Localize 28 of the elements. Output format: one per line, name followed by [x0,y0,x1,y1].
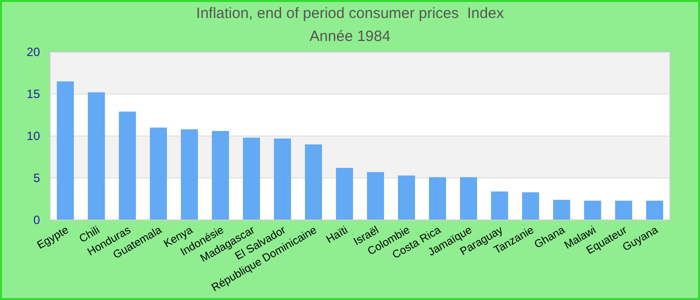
bar [646,200,664,220]
bar [118,112,136,220]
bar [366,172,384,220]
y-tick-label: 0 [33,213,40,228]
bar [88,92,105,220]
bar [242,138,260,220]
bar [553,200,570,220]
bar [304,144,322,220]
bar [180,129,198,220]
bar [398,175,416,220]
bar [615,200,632,220]
y-tick-label: 20 [26,45,40,60]
bar [460,177,478,220]
bar [491,191,508,220]
bar [336,168,354,220]
y-tick-label: 15 [26,87,40,102]
bar [212,130,229,220]
y-tick-label: 5 [33,171,40,186]
y-tick-label: 10 [26,129,40,144]
bar [584,200,602,220]
chart-title: Inflation, end of period consumer prices Index [196,5,504,22]
bar [429,177,446,220]
bar [522,192,540,220]
chart-subtitle: Année 1984 [310,28,390,45]
bar [274,138,291,220]
bar [56,81,74,220]
x-tick-label: Haïti [324,224,350,246]
bar [150,128,167,220]
